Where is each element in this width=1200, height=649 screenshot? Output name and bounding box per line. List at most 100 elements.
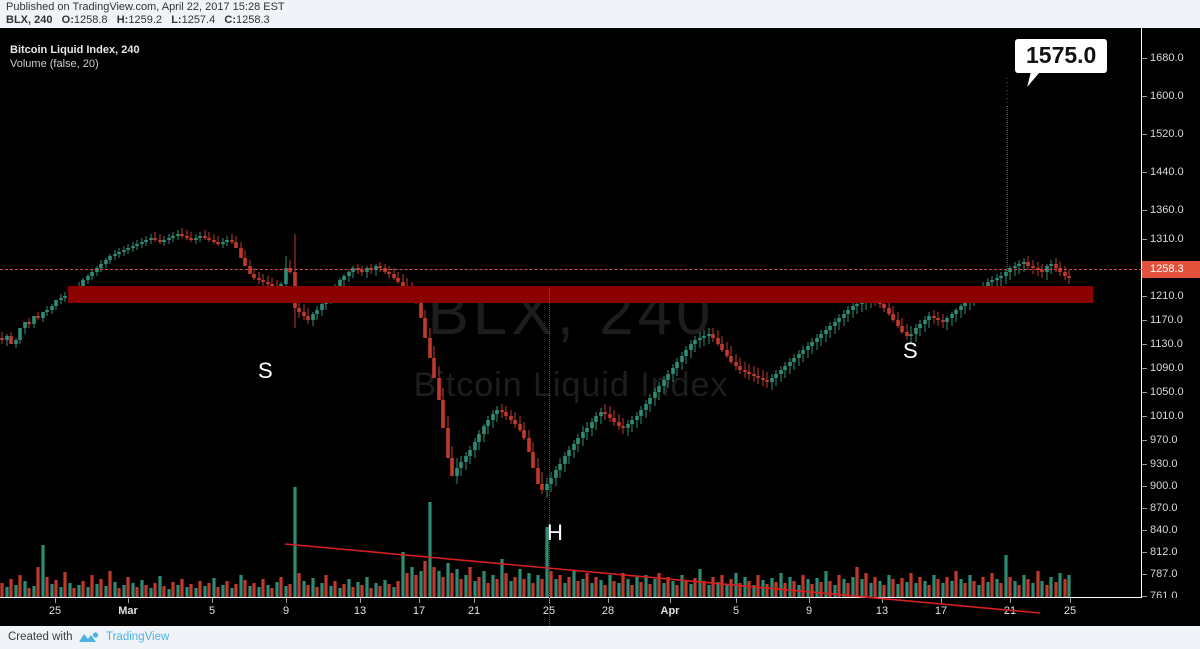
volume-bar — [1067, 575, 1071, 597]
volume-bar — [396, 581, 400, 597]
volume-bar — [104, 586, 108, 597]
candle-body — [581, 432, 585, 438]
price-axis-label: 870.0 — [1150, 502, 1178, 514]
candle-body — [446, 428, 450, 458]
candle-body — [986, 282, 990, 286]
volume-bar — [356, 582, 360, 597]
candle-body — [522, 430, 526, 438]
chart-frame[interactable]: BLX, 240 Bitcoin Liquid Index Bitcoin Li… — [0, 28, 1200, 626]
candle-body — [797, 354, 801, 358]
current-price-badge: 1258.3 — [1142, 261, 1200, 278]
volume-bar — [315, 587, 319, 597]
open-key: O: — [61, 14, 74, 26]
close-value: 1258.3 — [236, 14, 270, 26]
candle-body — [36, 316, 40, 318]
candle-body — [257, 278, 261, 280]
candle-body — [801, 350, 805, 354]
volume-bar — [806, 579, 810, 597]
volume-bar — [923, 581, 927, 597]
candle-body — [617, 422, 621, 426]
candle-body — [500, 410, 504, 412]
candle-body — [383, 268, 387, 272]
volume-bar — [855, 567, 859, 597]
volume-bar — [936, 579, 940, 597]
target-vertical-marker — [1007, 106, 1008, 271]
volume-bar — [671, 581, 675, 597]
candle-body — [644, 404, 648, 410]
candle-body — [338, 280, 342, 286]
volume-bar — [612, 581, 616, 597]
volume-trendline[interactable] — [284, 543, 1041, 614]
chart-plot-area[interactable]: BLX, 240 Bitcoin Liquid Index Bitcoin Li… — [0, 28, 1142, 626]
volume-bar — [464, 575, 468, 597]
volume-bar — [531, 583, 535, 597]
candle-body — [81, 280, 85, 286]
time-axis-tick — [128, 598, 129, 603]
candle-body — [635, 416, 639, 420]
volume-bar — [1031, 583, 1035, 597]
volume-bar — [572, 571, 576, 597]
candle-body — [900, 326, 904, 332]
price-axis-tick — [1142, 296, 1147, 297]
volume-bar — [1022, 575, 1026, 597]
time-axis[interactable]: 25Mar591317212528Apr5913172125 — [0, 598, 1142, 626]
volume-bar — [50, 584, 54, 597]
volume-bar — [918, 577, 922, 597]
volume-bar — [72, 588, 76, 597]
price-axis-tick — [1142, 552, 1147, 553]
candle-body — [612, 418, 616, 422]
volume-bar — [585, 573, 589, 597]
drawing-tools-overlay[interactable] — [0, 28, 1142, 626]
price-axis-tick — [1142, 96, 1147, 97]
candle-body — [135, 244, 139, 246]
volume-bar — [378, 586, 382, 597]
volume-bar — [873, 577, 877, 597]
candle-body — [320, 304, 324, 310]
candle-body — [180, 234, 184, 236]
candle-body — [387, 272, 391, 274]
volume-bar — [333, 581, 337, 597]
created-with-label: Created with — [8, 631, 73, 643]
volume-bar — [144, 585, 148, 597]
volume-bar — [41, 545, 45, 597]
volume-bar — [320, 583, 324, 597]
volume-bar — [527, 573, 531, 597]
volume-bar — [662, 583, 666, 597]
price-axis-label: 1680.0 — [1150, 52, 1184, 64]
candle-body — [680, 356, 684, 362]
page-footer: Created with TradingView — [0, 626, 1200, 648]
volume-bar — [414, 575, 418, 597]
volume-bar — [707, 585, 711, 597]
price-axis-label: 1600.0 — [1150, 90, 1184, 102]
candle-body — [806, 346, 810, 350]
candle-body — [846, 310, 850, 314]
volume-bar — [968, 575, 972, 597]
candle-body — [239, 248, 243, 258]
volume-bar — [432, 567, 436, 597]
volume-bar — [617, 583, 621, 597]
candle-body — [1013, 266, 1017, 268]
high-key: H: — [116, 14, 129, 26]
volume-bar — [77, 585, 81, 597]
low-key: L: — [171, 14, 182, 26]
candle-body — [491, 414, 495, 420]
volume-bar — [716, 582, 720, 597]
volume-bar — [720, 575, 724, 597]
price-axis[interactable]: 1680.0 1600.0 1520.0 1440.0 1360.0 1310.0 1258… — [1142, 28, 1200, 626]
candle-body — [941, 320, 945, 322]
candle-body — [936, 318, 940, 320]
low-value: 1257.4 — [181, 14, 216, 26]
volume-bar — [1008, 577, 1012, 597]
candle-body — [653, 392, 657, 398]
candle-body — [243, 258, 247, 266]
price-target-callout[interactable]: 1575.0 — [1015, 39, 1108, 87]
volume-bar — [59, 587, 63, 597]
candle-body — [590, 422, 594, 428]
volume-bar — [567, 577, 571, 597]
pattern-label-head: H — [547, 520, 563, 545]
candle-body — [401, 282, 405, 286]
volume-bar — [473, 581, 477, 597]
price-axis-tick — [1142, 172, 1147, 173]
resistance-zone[interactable] — [68, 286, 1093, 303]
time-axis-tick — [809, 598, 810, 603]
